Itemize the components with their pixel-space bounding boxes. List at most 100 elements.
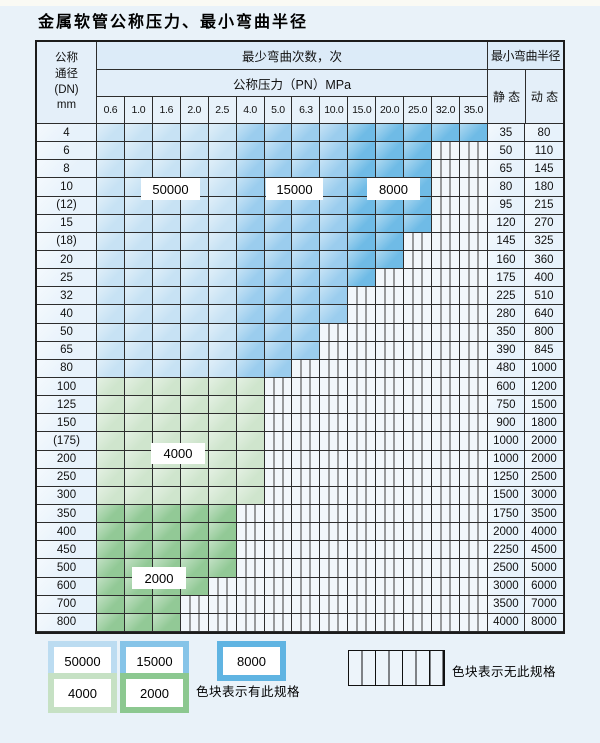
- no-spec-cell: [348, 504, 377, 524]
- spec-cell: [97, 396, 125, 415]
- no-spec-cell: [459, 214, 488, 233]
- no-spec-cell: [459, 305, 488, 324]
- spec-cell: [152, 232, 181, 251]
- no-spec-cell: [348, 450, 377, 469]
- table-row: (12) 95 215: [37, 196, 563, 215]
- spec-cell: [124, 305, 153, 324]
- dn-cell: 15: [37, 214, 97, 233]
- spec-cell: [180, 577, 209, 596]
- spec-cell: [236, 396, 265, 415]
- static-value: 1500: [487, 486, 525, 505]
- table-row: 100 600 1200: [37, 377, 563, 397]
- spec-cell: [180, 269, 209, 288]
- spec-cell: [236, 305, 265, 324]
- spec-cell: [208, 250, 237, 270]
- spec-cell: [208, 232, 237, 251]
- pressure-header-cell: 10.0: [320, 97, 349, 124]
- spec-cell: [124, 432, 153, 451]
- spec-cell: [264, 269, 293, 288]
- no-spec-cell: [459, 142, 488, 161]
- table-row: 15 120 270: [37, 214, 563, 233]
- table-row: 400 2000 4000: [37, 523, 563, 542]
- no-spec-cell: [236, 577, 265, 596]
- table-row: 700 3500 7000: [37, 595, 563, 614]
- no-spec-cell: [376, 559, 405, 578]
- spec-cell: [180, 559, 209, 578]
- spec-cell: [348, 142, 377, 161]
- no-spec-cell: [404, 396, 433, 415]
- table-row: 200 1000 2000: [37, 450, 563, 469]
- spec-cell: [208, 450, 237, 469]
- no-spec-cell: [236, 504, 265, 524]
- no-spec-cell: [320, 323, 349, 342]
- spec-cell: [180, 541, 209, 560]
- static-value: 2500: [487, 559, 525, 578]
- spec-cell: [152, 160, 181, 179]
- no-spec-cell: [459, 613, 488, 632]
- no-spec-cell: [432, 486, 460, 505]
- spec-cell: [97, 577, 125, 596]
- table-header: 公称 通径 (DN) mm 最少弯曲次数，次 公称压力（PN）MPa 0.6 1.0 1.…: [37, 42, 563, 124]
- no-spec-cell: [292, 486, 321, 505]
- dynamic-value: 400: [524, 269, 563, 288]
- no-spec-cell: [459, 414, 488, 433]
- no-spec-cell: [320, 450, 349, 469]
- spec-cell: [236, 359, 265, 378]
- spec-cell: [348, 124, 377, 143]
- dn-cell: 350: [37, 504, 97, 524]
- no-spec-cell: [292, 541, 321, 560]
- spec-cell: [236, 414, 265, 433]
- spec-cell: [208, 178, 237, 197]
- table-row: 80 480 1000: [37, 359, 563, 378]
- spec-cell: [292, 142, 321, 161]
- no-spec-cell: [459, 486, 488, 505]
- spec-cell: [292, 305, 321, 324]
- no-spec-cell: [348, 486, 377, 505]
- no-spec-cell: [292, 577, 321, 596]
- dynamic-value: 6000: [524, 577, 563, 596]
- no-spec-cell: [432, 450, 460, 469]
- spec-cell: [208, 486, 237, 505]
- table-row: 125 750 1500: [37, 396, 563, 415]
- spec-cell: [152, 468, 181, 487]
- dn-cell: 80: [37, 359, 97, 378]
- spec-cell: [152, 377, 181, 397]
- dynamic-value: 4000: [524, 523, 563, 542]
- spec-cell: [152, 124, 181, 143]
- spec-cell: [376, 214, 405, 233]
- spec-cell: [376, 160, 405, 179]
- no-spec-cell: [320, 595, 349, 614]
- no-spec-cell: [264, 450, 293, 469]
- no-spec-cell: [404, 450, 433, 469]
- no-spec-cell: [348, 468, 377, 487]
- no-spec-cell: [432, 468, 460, 487]
- no-spec-cell: [459, 359, 488, 378]
- spec-cell: [124, 359, 153, 378]
- spec-cell: [152, 504, 181, 524]
- spec-cell: [180, 287, 209, 306]
- spec-cell: [236, 377, 265, 397]
- spec-cell: [264, 305, 293, 324]
- spec-cell: [124, 377, 153, 397]
- no-spec-cell: [264, 468, 293, 487]
- static-value: 280: [487, 305, 525, 324]
- no-spec-cell: [459, 269, 488, 288]
- spec-cell: [124, 341, 153, 360]
- no-spec-cell: [348, 577, 377, 596]
- no-spec-cell: [432, 396, 460, 415]
- table-row: (18) 145 325: [37, 232, 563, 251]
- no-spec-cell: [376, 450, 405, 469]
- static-header: 静 态: [488, 70, 526, 124]
- dynamic-value: 215: [524, 196, 563, 215]
- no-spec-cell: [264, 595, 293, 614]
- spec-cell: [236, 178, 265, 197]
- no-spec-cell: [459, 250, 488, 270]
- no-spec-cell: [432, 232, 460, 251]
- no-spec-cell: [180, 613, 209, 632]
- static-value: 80: [487, 178, 525, 197]
- legend-no-spec-text: 色块表示无此规格: [452, 665, 557, 679]
- dynamic-value: 80: [524, 124, 563, 143]
- no-spec-cell: [432, 341, 460, 360]
- spec-cell: [180, 359, 209, 378]
- dn-cell: 32: [37, 287, 97, 306]
